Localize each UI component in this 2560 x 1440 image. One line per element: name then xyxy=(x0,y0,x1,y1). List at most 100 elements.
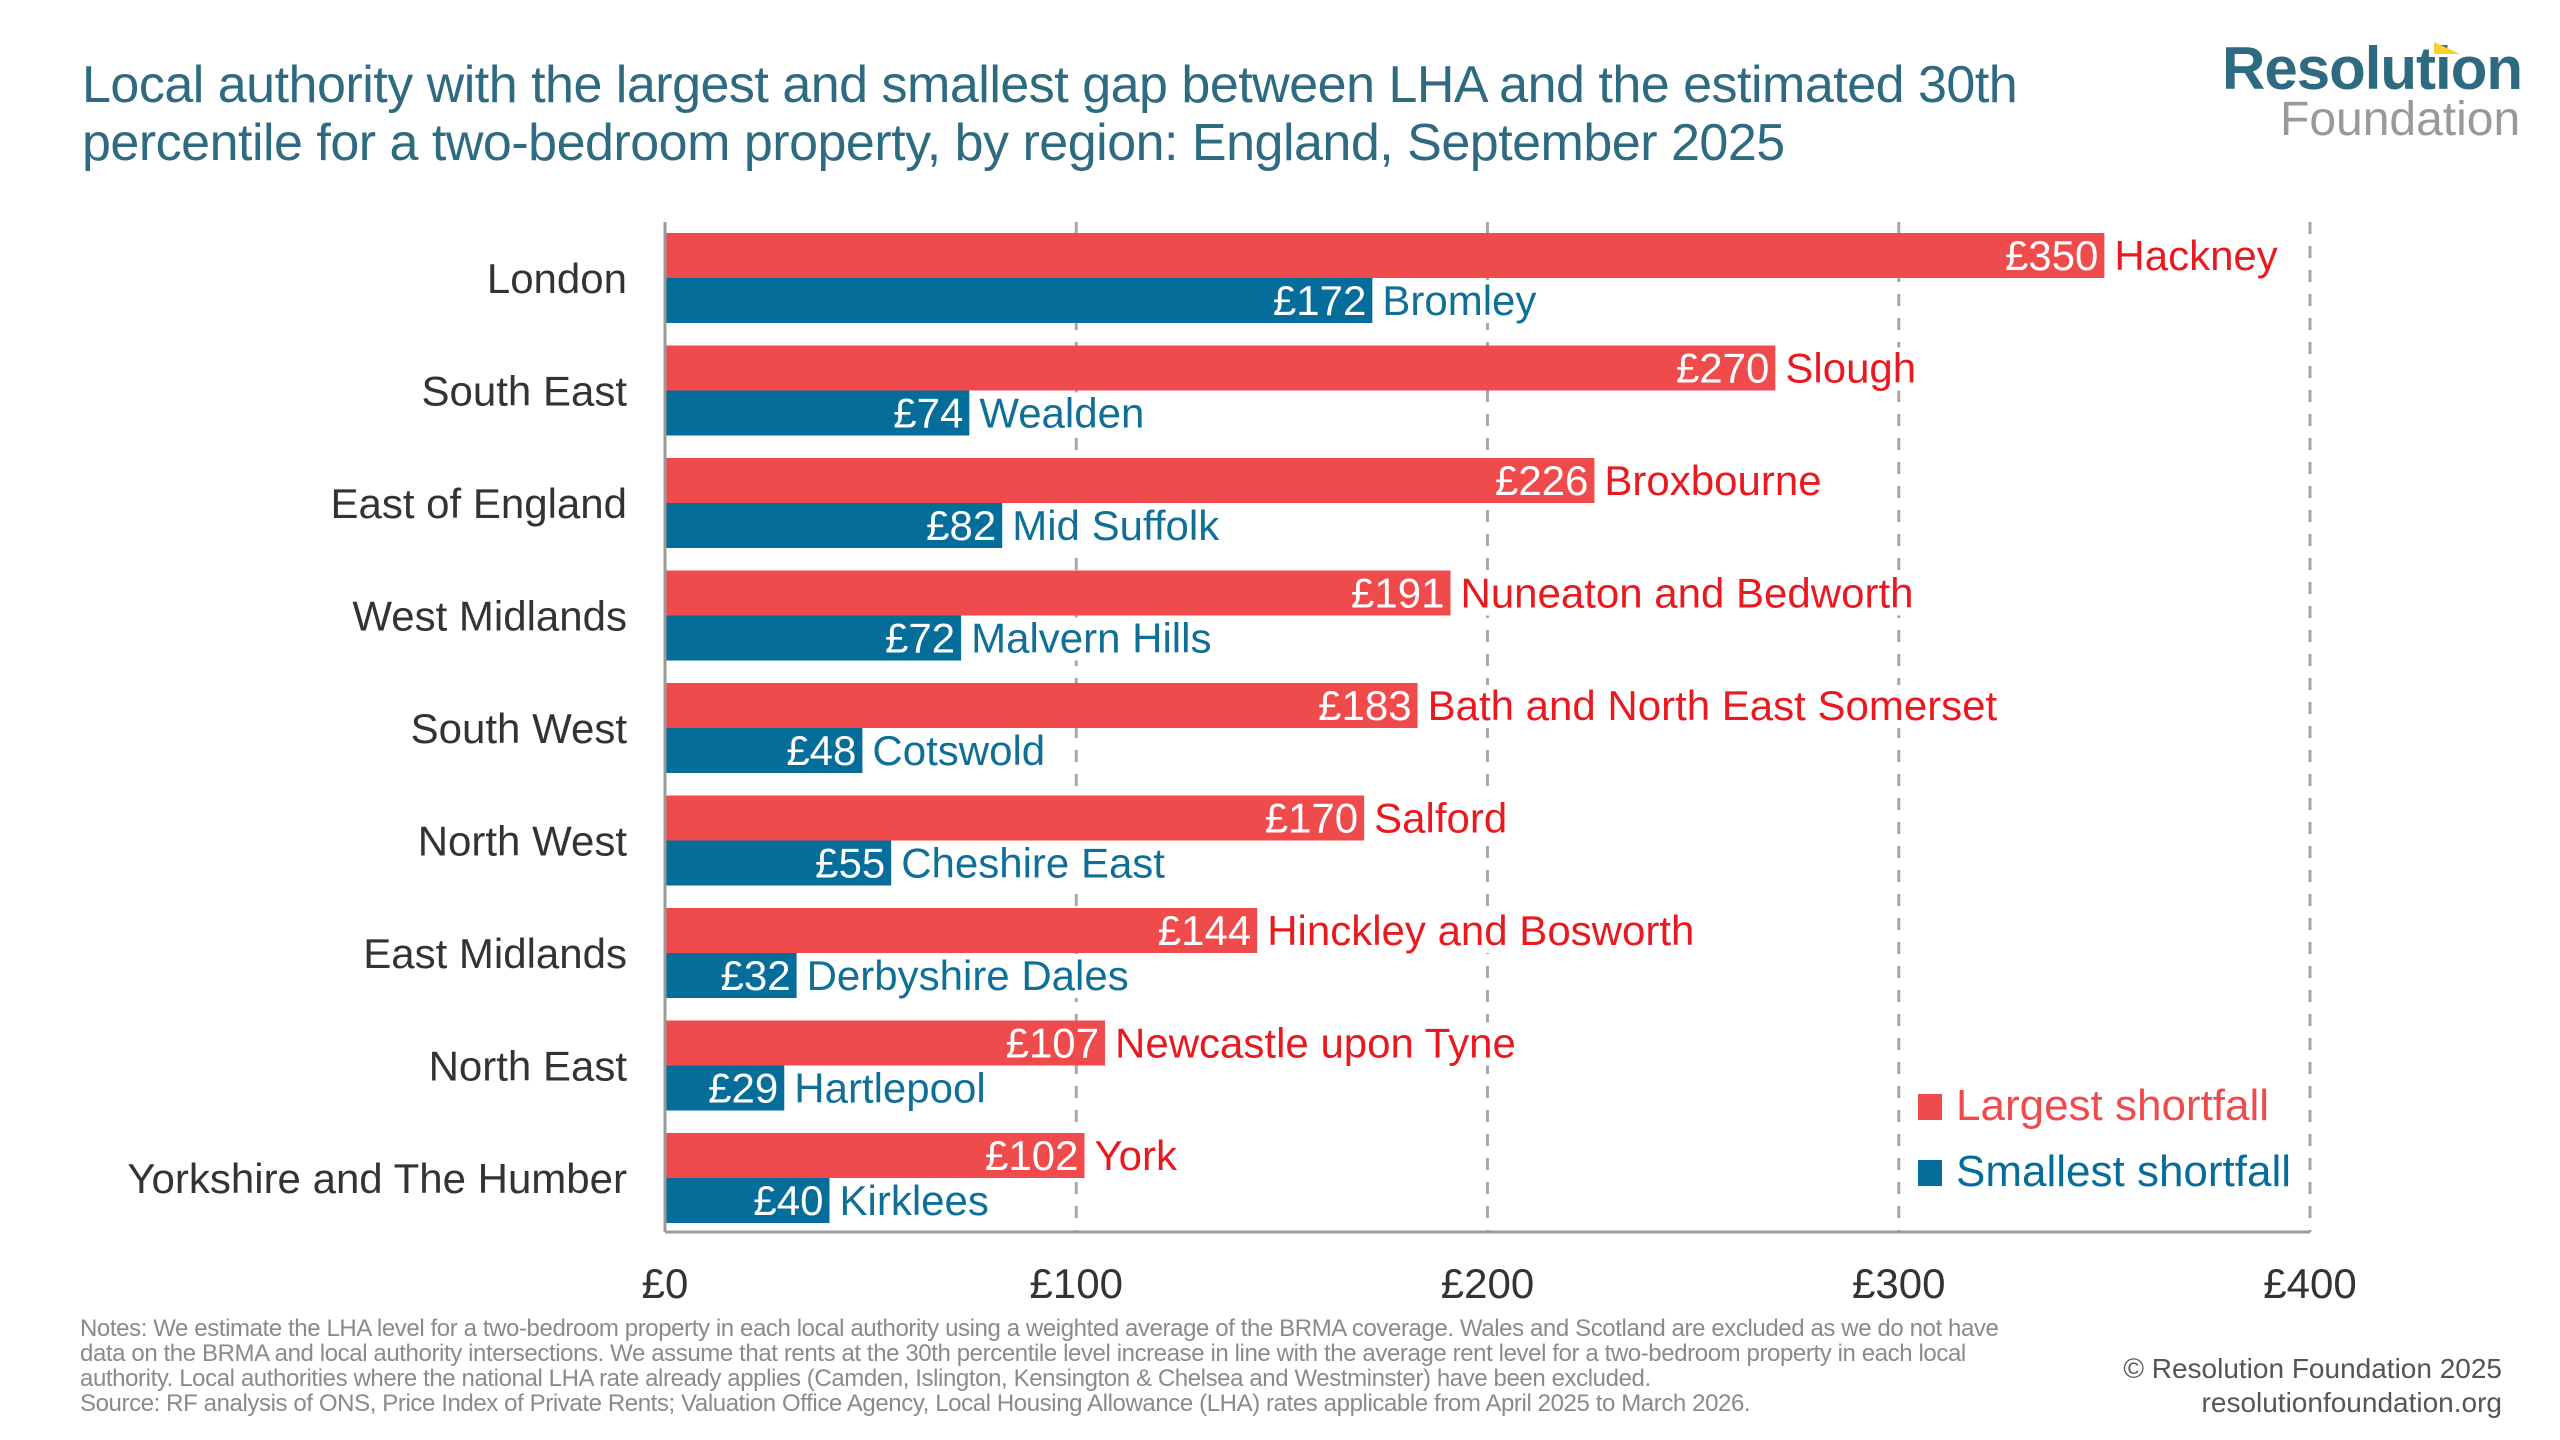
bar-value-label: £55 xyxy=(815,840,885,887)
notes-line: data on the BRMA and local authority int… xyxy=(80,1340,1966,1367)
axes: £0 £100 £200 £300 £400 xyxy=(642,222,2357,1307)
smallest-shortfall-bar xyxy=(665,1065,785,1111)
chart-title-line-2: percentile for a two-bedroom property, b… xyxy=(82,114,1785,172)
authority-label-background xyxy=(1419,685,2033,728)
bar-value-label: £226 xyxy=(1495,457,1588,504)
region-label: East Midlands xyxy=(363,930,627,977)
smallest-shortfall-bar xyxy=(665,953,797,998)
bar-value-label: £183 xyxy=(1318,682,1411,729)
legend-label: Largest shortfall xyxy=(1956,1081,2269,1130)
region-label: East of England xyxy=(330,480,627,527)
authority-label: Broxbourne xyxy=(1604,457,1821,504)
authority-label: Salford xyxy=(1374,795,1507,842)
bar-value-label: £72 xyxy=(885,615,955,662)
region-label: London xyxy=(487,255,627,302)
bar-labels: London £350 Hackney £172 Bromley South East £2… xyxy=(127,232,2294,1224)
authority-label-background xyxy=(963,617,1231,661)
region-label: Yorkshire and The Humber xyxy=(127,1155,627,1202)
largest-shortfall-bar xyxy=(665,458,1595,503)
authority-label: Cotswold xyxy=(872,727,1045,774)
x-tick-label: £0 xyxy=(642,1260,689,1307)
authority-label-background xyxy=(1004,505,1238,548)
x-tick-label: £400 xyxy=(2263,1260,2356,1307)
authority-label: Derbyshire Dales xyxy=(807,952,1129,999)
legend: Largest shortfall Smallest shortfall xyxy=(1918,1081,2291,1196)
bar-value-label: £82 xyxy=(926,502,996,549)
bar-value-label: £40 xyxy=(753,1177,823,1224)
smallest-shortfall-bar xyxy=(665,728,863,773)
bar-value-label: £170 xyxy=(1265,795,1358,842)
largest-shortfall-bar xyxy=(665,345,1776,391)
authority-label: Hackney xyxy=(2114,232,2277,279)
copyright-text: © Resolution Foundation 2025 xyxy=(2123,1353,2502,1384)
bars xyxy=(665,233,2105,1223)
authority-label-background xyxy=(831,1180,1004,1223)
authority-label-background xyxy=(1366,797,1522,841)
authority-label-background xyxy=(864,730,1062,773)
authority-label: Newcastle upon Tyne xyxy=(1115,1020,1516,1067)
bar-value-label: £74 xyxy=(893,390,963,437)
authority-label-background xyxy=(1086,1135,1189,1178)
smallest-shortfall-bar xyxy=(665,1178,830,1223)
bar-value-label: £350 xyxy=(2005,232,2098,279)
authority-label: Bath and North East Somerset xyxy=(1428,682,1998,729)
notes-line: authority. Local authorities where the n… xyxy=(80,1365,1651,1392)
smallest-shortfall-bar xyxy=(665,840,892,886)
largest-shortfall-bar xyxy=(665,683,1418,728)
authority-label-background xyxy=(1259,910,1723,953)
bar-value-label: £102 xyxy=(985,1132,1078,1179)
smallest-shortfall-bar xyxy=(665,503,1003,548)
authority-label: Mid Suffolk xyxy=(1012,502,1220,549)
region-label: South West xyxy=(411,705,628,752)
authority-label-background xyxy=(1777,347,1931,391)
authority-label-background xyxy=(1374,280,1552,323)
authority-label-background xyxy=(798,955,1153,998)
largest-shortfall-bar xyxy=(665,908,1258,953)
authority-label-background xyxy=(893,842,1186,886)
website-link[interactable]: resolutionfoundation.org xyxy=(2201,1387,2502,1418)
x-tick-label: £200 xyxy=(1441,1260,1534,1307)
bar-value-label: £191 xyxy=(1351,570,1444,617)
authority-label: York xyxy=(1094,1132,1178,1179)
logo-accent-icon xyxy=(2434,42,2460,54)
bar-value-label: £270 xyxy=(1676,345,1769,392)
chart-title: Local authority with the largest and sma… xyxy=(82,56,2182,172)
chart-notes: Notes: We estimate the LHA level for a t… xyxy=(80,1316,2100,1416)
bar-value-label: £32 xyxy=(721,952,791,999)
authority-label-background xyxy=(1596,460,1840,503)
legend-label: Smallest shortfall xyxy=(1956,1147,2291,1196)
authority-label-background xyxy=(971,392,1161,436)
authority-label-background xyxy=(1107,1022,1544,1066)
legend-swatch-largest xyxy=(1918,1094,1942,1120)
smallest-shortfall-bar xyxy=(665,390,970,436)
logo-word-resolution: Resolution xyxy=(2222,35,2523,102)
authority-label: Slough xyxy=(1785,345,1916,392)
authority-label: Bromley xyxy=(1382,277,1536,324)
authority-label-background xyxy=(786,1067,1003,1111)
largest-shortfall-bar xyxy=(665,1020,1106,1066)
bar-value-label: £29 xyxy=(708,1065,778,1112)
authority-label-background xyxy=(2106,235,2294,278)
largest-shortfall-bar xyxy=(665,1133,1085,1178)
authority-label-background xyxy=(1452,572,1944,616)
region-label: North West xyxy=(418,818,628,865)
bar-value-label: £48 xyxy=(786,727,856,774)
authority-label: Kirklees xyxy=(840,1177,989,1224)
smallest-shortfall-bar xyxy=(665,278,1373,323)
authority-label: Malvern Hills xyxy=(971,615,1211,662)
bar-value-label: £107 xyxy=(1006,1020,1099,1067)
largest-shortfall-bar xyxy=(665,233,2105,278)
source-line: Source: RF analysis of ONS, Price Index … xyxy=(80,1390,1751,1417)
region-label: North East xyxy=(429,1043,628,1090)
x-tick-label: £100 xyxy=(1030,1260,1123,1307)
largest-shortfall-bar xyxy=(665,570,1451,616)
region-label: West Midlands xyxy=(352,593,627,640)
authority-label: Cheshire East xyxy=(901,840,1165,887)
bar-value-label: £172 xyxy=(1273,277,1366,324)
logo-word-foundation: Foundation xyxy=(2280,93,2521,146)
authority-label: Hartlepool xyxy=(794,1065,985,1112)
chart-title-line-1: Local authority with the largest and sma… xyxy=(82,56,2018,114)
notes-line: Notes: We estimate the LHA level for a t… xyxy=(80,1315,1999,1342)
x-tick-label: £300 xyxy=(1852,1260,1945,1307)
